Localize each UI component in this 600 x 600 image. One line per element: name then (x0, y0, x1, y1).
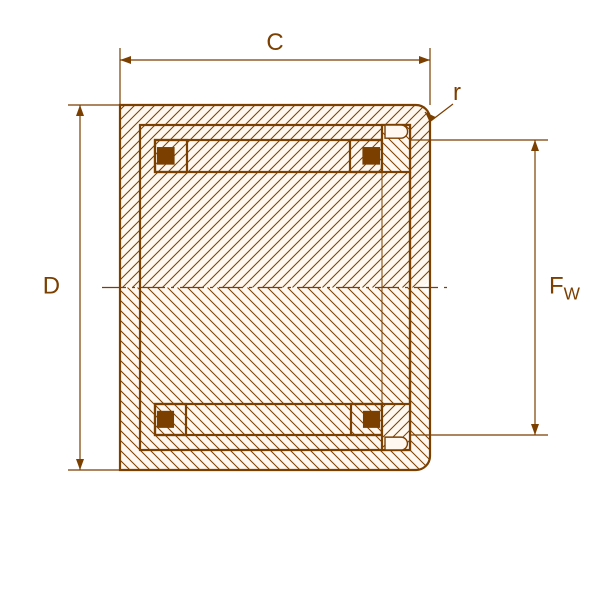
label-D: D (43, 273, 60, 300)
label-Fw-sub: W (564, 284, 581, 304)
label-C: C (266, 29, 283, 56)
label-Fw: F (549, 273, 564, 300)
label-r: r (453, 79, 461, 106)
dim-label-D: D (43, 273, 60, 300)
dim-label-C: C (266, 29, 283, 56)
dim-label-Fw: FW (549, 273, 581, 304)
dim-label-r: r (453, 79, 461, 106)
